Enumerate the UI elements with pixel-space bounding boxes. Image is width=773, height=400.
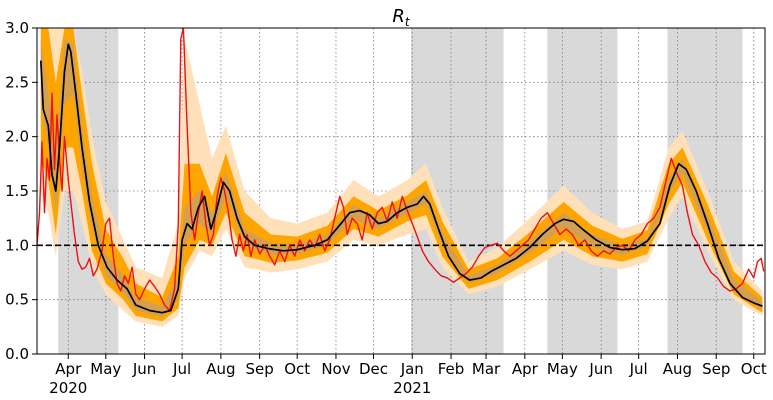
x-tick-label-14: May xyxy=(547,360,578,378)
y-tick-label-7: 3.0 xyxy=(5,19,29,37)
y-tick-label-4: 1.5 xyxy=(5,182,29,200)
x-tick-label-12: Mar xyxy=(472,360,501,378)
y-tick-label-2: 0.5 xyxy=(5,291,29,309)
chart-title: Rt xyxy=(392,6,411,29)
x-tick-label-17: Aug xyxy=(663,360,692,378)
y-tick-label-5: 2.0 xyxy=(5,128,29,146)
x-tick-label-1: Apr xyxy=(55,360,82,378)
x-tick-label-8: Nov xyxy=(321,360,350,378)
chart-title-subscript: t xyxy=(405,15,411,29)
y-tick-label-3: 1.0 xyxy=(5,236,29,254)
x-tick-label-6: Sep xyxy=(246,360,274,378)
uncertainty-bands xyxy=(40,28,763,327)
band-mid xyxy=(40,28,763,322)
chart-title-main: R xyxy=(392,6,405,27)
x-tick-label-10: Jan xyxy=(400,360,424,378)
x-tick-label-16: Jul xyxy=(629,360,648,378)
x-tick-label-15: Jun xyxy=(588,360,612,378)
x-tick-label-2: May xyxy=(90,360,121,378)
band-outer xyxy=(40,28,763,327)
x-year-label-2021: 2021 xyxy=(393,379,431,397)
series-lines xyxy=(37,28,765,314)
series-line-observed xyxy=(37,28,765,312)
y-tick-label-6: 2.5 xyxy=(5,73,29,91)
x-tick-label-19: Oct xyxy=(741,360,767,378)
series-line-median xyxy=(39,43,763,314)
y-tick-label-1: 0.0 xyxy=(5,345,29,363)
x-tick-label-9: Dec xyxy=(359,360,388,378)
x-tick-label-5: Aug xyxy=(206,360,235,378)
x-tick-label-18: Sep xyxy=(702,360,730,378)
x-tick-label-13: Apr xyxy=(512,360,539,378)
x-year-label-2020: 2020 xyxy=(49,379,87,397)
x-tick-label-11: Feb xyxy=(438,360,465,378)
x-tick-label-7: Oct xyxy=(284,360,310,378)
x-tick-label-4: Jul xyxy=(172,360,191,378)
x-tick-label-3: Jun xyxy=(132,360,156,378)
